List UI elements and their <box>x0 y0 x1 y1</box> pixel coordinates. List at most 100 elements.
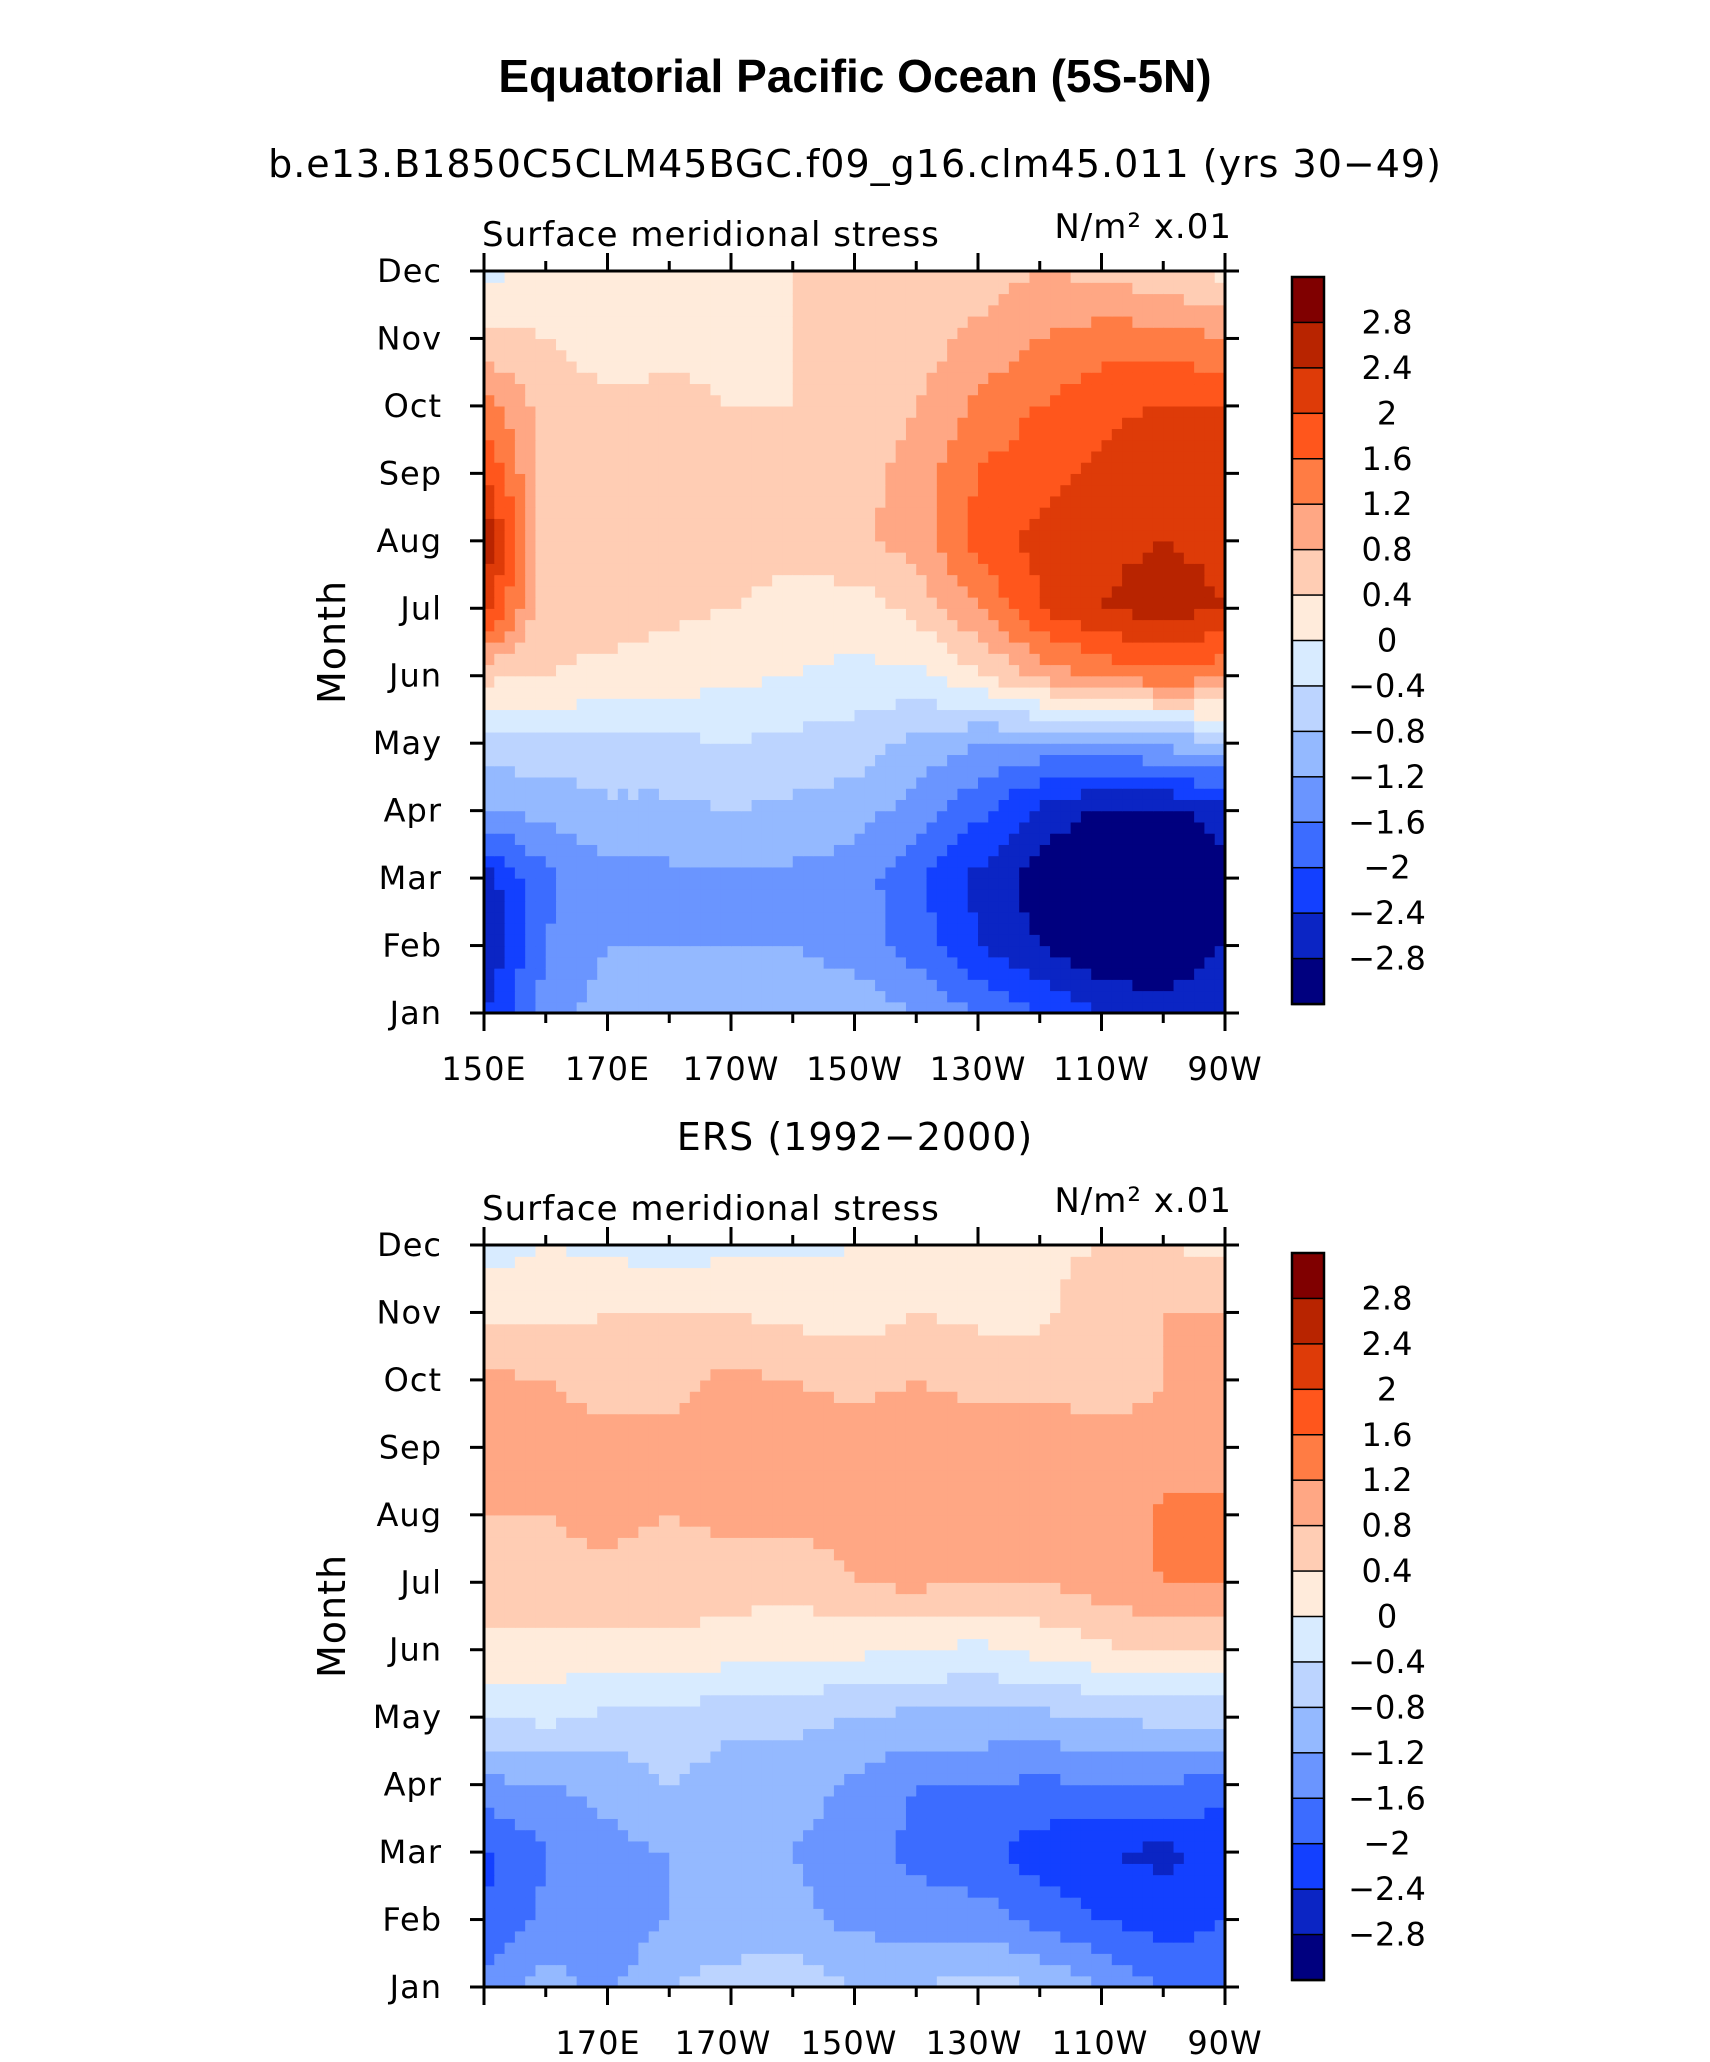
heatmap-cell <box>1163 911 1175 924</box>
heatmap-cell <box>1111 518 1123 531</box>
heatmap-cell <box>905 540 917 553</box>
heatmap-cell <box>494 990 506 1003</box>
heatmap-cell <box>1214 686 1225 699</box>
heatmap-cell <box>916 686 928 699</box>
heatmap-cell <box>525 956 537 969</box>
heatmap-cell <box>978 462 989 474</box>
heatmap-cell <box>1070 293 1082 306</box>
heatmap-cell <box>813 979 825 992</box>
heatmap-cell <box>607 833 619 845</box>
heatmap-cell <box>854 1001 866 1013</box>
x-tick-label: 150W <box>806 1050 903 1088</box>
heatmap-cell <box>586 282 598 295</box>
heatmap-cell <box>1050 878 1061 890</box>
heatmap-cell <box>905 1001 917 1013</box>
heatmap-cell <box>1070 765 1082 778</box>
heatmap-cell <box>586 428 598 441</box>
heatmap-cell <box>936 540 948 553</box>
heatmap-cell <box>947 956 959 969</box>
heatmap-cell <box>947 394 959 407</box>
heatmap-cell <box>679 754 691 767</box>
heatmap-cell <box>864 709 876 722</box>
heatmap-cell <box>823 450 835 463</box>
heatmap-cell <box>967 866 979 879</box>
y-tick-label: Jul <box>398 589 442 627</box>
heatmap-cell <box>731 642 742 654</box>
heatmap-cell <box>1091 934 1103 947</box>
heatmap-cell <box>1152 855 1164 868</box>
heatmap-cell <box>957 720 969 733</box>
heatmap-cell <box>1194 1001 1206 1013</box>
heatmap-cell <box>1163 293 1175 306</box>
heatmap-cell <box>895 698 907 711</box>
heatmap-cell <box>947 462 959 474</box>
heatmap-cell <box>658 630 670 643</box>
heatmap-cell <box>772 282 784 295</box>
heatmap-cell <box>895 282 907 295</box>
heatmap-cell <box>1122 900 1133 913</box>
heatmap-cell <box>864 338 876 351</box>
heatmap-cell <box>669 731 681 744</box>
heatmap-cell <box>525 462 537 474</box>
heatmap-cell <box>926 911 938 924</box>
heatmap-cell <box>1142 979 1154 992</box>
heatmap-cell <box>854 979 866 992</box>
heatmap-cell <box>998 653 1010 666</box>
heatmap-cell <box>792 709 804 722</box>
heatmap-cell <box>751 563 763 576</box>
heatmap-cell <box>1060 968 1072 980</box>
heatmap-cell <box>967 664 979 677</box>
heatmap-cell <box>1080 833 1092 845</box>
heatmap-cell <box>720 979 732 992</box>
heatmap-cell <box>566 653 578 666</box>
heatmap-cell <box>833 675 845 688</box>
heatmap-cell <box>905 821 917 834</box>
heatmap-cell <box>1122 1001 1133 1013</box>
heatmap-cell <box>720 405 732 418</box>
heatmap-cell <box>1142 765 1154 778</box>
heatmap-cell <box>700 844 712 857</box>
heatmap-cell <box>586 271 598 283</box>
heatmap-cell <box>885 743 897 756</box>
heatmap-cell <box>1070 979 1082 992</box>
heatmap-cell <box>782 990 794 1003</box>
heatmap-cell <box>792 495 804 508</box>
heatmap-cell <box>1070 507 1082 519</box>
heatmap-cell <box>556 833 567 845</box>
heatmap-cell <box>484 394 495 407</box>
heatmap-cell <box>514 788 526 800</box>
heatmap-cell <box>1183 327 1195 340</box>
heatmap-cell <box>833 878 845 890</box>
heatmap-cell <box>556 349 567 362</box>
heatmap-cell <box>1173 585 1185 598</box>
heatmap-cell <box>556 360 567 373</box>
heatmap-cell <box>710 979 722 992</box>
heatmap-cell <box>658 754 670 767</box>
colorbar-label: −1.2 <box>1348 758 1426 796</box>
heatmap-cell <box>566 417 578 429</box>
heatmap-cell <box>484 1919 495 1932</box>
heatmap-cell <box>669 540 681 553</box>
heatmap-cell <box>885 799 897 812</box>
heatmap-cell <box>556 923 567 935</box>
heatmap-cell <box>731 630 742 643</box>
heatmap-cell <box>525 1919 537 1932</box>
heatmap-cell <box>1050 507 1061 519</box>
heatmap-cell <box>1008 630 1020 643</box>
heatmap-cell <box>1060 675 1072 688</box>
heatmap-cell <box>597 855 609 868</box>
heatmap-cell <box>576 585 588 598</box>
heatmap-cell <box>813 315 825 328</box>
heatmap-cell <box>772 1001 784 1013</box>
heatmap-cell <box>556 900 567 913</box>
heatmap-cell <box>1019 271 1031 283</box>
heatmap-cell <box>504 439 516 452</box>
heatmap-cell <box>916 889 928 902</box>
heatmap-cell <box>679 900 691 913</box>
heatmap-cell <box>813 698 825 711</box>
heatmap-cell <box>700 889 712 902</box>
heatmap-cell <box>1152 462 1164 474</box>
heatmap-cell <box>957 338 969 351</box>
heatmap-cell <box>628 394 639 407</box>
heatmap-cell <box>679 630 691 643</box>
